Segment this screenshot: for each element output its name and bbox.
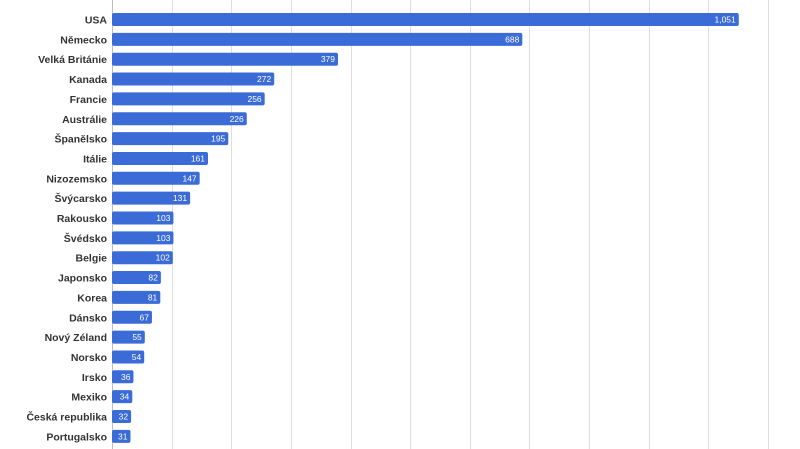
category-label: Švýcarsko	[54, 192, 107, 205]
category-label: Japonsko	[58, 273, 107, 285]
bar	[112, 390, 133, 404]
bar	[112, 211, 174, 225]
bar	[112, 330, 145, 344]
bar	[112, 290, 161, 304]
category-label: Kanada	[69, 74, 107, 86]
category-label: Švédsko	[64, 232, 107, 245]
bar	[112, 92, 265, 106]
category-label: Nový Zéland	[45, 332, 107, 344]
bar-value-label: 54	[132, 352, 142, 362]
bar-value-label: 103	[156, 233, 170, 243]
category-label: Norsko	[71, 352, 107, 364]
category-label: Německo	[60, 34, 107, 46]
bar-value-label: 256	[247, 94, 261, 104]
bar-value-label: 272	[257, 74, 271, 84]
bar-value-label: 102	[156, 253, 170, 263]
category-label: Španělsko	[54, 133, 107, 146]
category-label: Nizozemsko	[46, 173, 107, 185]
bar	[112, 151, 209, 165]
bar	[112, 191, 191, 205]
bar	[112, 132, 229, 146]
bar	[112, 271, 161, 285]
category-label: Austrálie	[62, 114, 107, 126]
category-label: Dánsko	[69, 312, 107, 324]
category-labels: USA Německo Velká Británie Kanada Francie Aus…	[26, 15, 107, 444]
bar-value-label: 55	[132, 332, 142, 342]
bar	[112, 350, 145, 364]
bar-value-label: 195	[211, 134, 225, 144]
category-label: USA	[85, 15, 108, 27]
bar-value-label: 1,051	[714, 15, 736, 25]
category-label: Mexiko	[71, 392, 107, 404]
bar-value-label: 67	[139, 312, 149, 322]
bars: 1,05168837927225622619516114713110310310…	[112, 13, 739, 443]
bar-value-label: 36	[121, 372, 131, 382]
bar	[112, 32, 523, 46]
bar-value-label: 31	[118, 431, 128, 441]
category-label: Belgie	[75, 253, 107, 265]
category-label: Portugalsko	[46, 431, 107, 443]
bar	[112, 429, 131, 443]
gridlines	[112, 0, 769, 449]
category-label: Rakousko	[57, 213, 107, 225]
bar-value-label: 34	[120, 392, 130, 402]
bar	[112, 410, 132, 423]
category-label: Irsko	[82, 372, 107, 384]
bar-value-label: 82	[148, 273, 158, 283]
bar	[112, 13, 739, 26]
category-label: Česká republika	[26, 411, 107, 424]
bar-value-label: 161	[191, 153, 205, 163]
bar	[112, 171, 200, 185]
bar	[112, 370, 134, 384]
category-label: Korea	[77, 292, 107, 304]
bar	[112, 72, 275, 86]
category-label: Francie	[70, 94, 108, 106]
bar-value-label: 226	[230, 114, 244, 124]
bar-value-label: 379	[321, 54, 335, 64]
bar	[112, 112, 247, 126]
category-label: Itálie	[83, 153, 107, 165]
bar-value-label: 32	[119, 412, 129, 422]
bar	[112, 251, 173, 265]
bar-value-label: 131	[173, 193, 187, 203]
bar-value-label: 81	[148, 292, 158, 302]
bar	[112, 310, 152, 324]
bar-value-label: 147	[182, 173, 196, 183]
bar	[112, 231, 174, 245]
bar	[112, 52, 339, 66]
bar-value-label: 103	[156, 213, 170, 223]
category-label: Velká Británie	[38, 54, 107, 66]
bar-value-label: 688	[505, 34, 519, 44]
